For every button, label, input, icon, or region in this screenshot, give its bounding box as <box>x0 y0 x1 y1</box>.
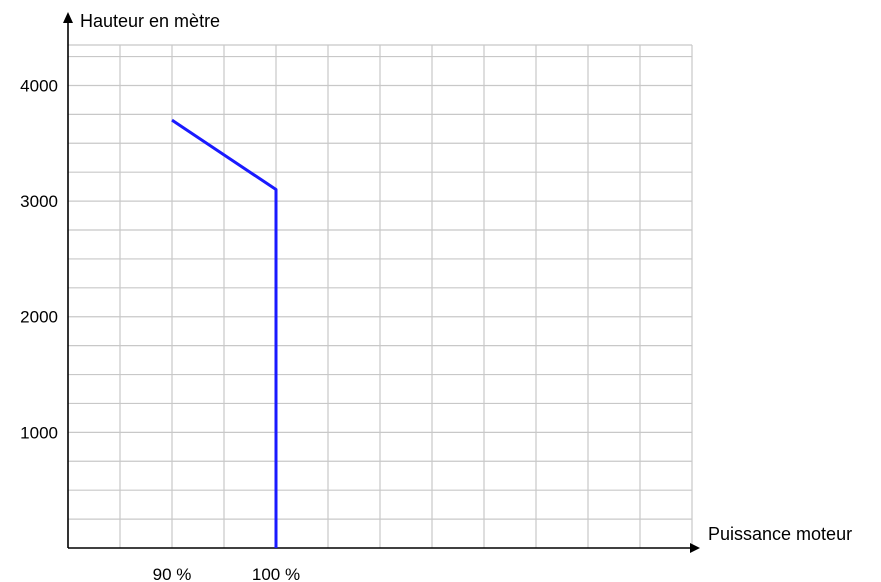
x-tick-labels: 90 % 100 % <box>153 565 300 582</box>
y-tick-label: 3000 <box>20 192 58 211</box>
grid <box>68 44 693 548</box>
x-tick-label: 100 % <box>252 565 300 582</box>
y-axis-title: Hauteur en mètre <box>80 11 220 31</box>
y-tick-label: 1000 <box>20 423 58 442</box>
series-line <box>171 118 278 548</box>
y-tick-label: 4000 <box>20 76 58 95</box>
y-axis-arrow <box>63 12 73 23</box>
series-group <box>171 118 278 548</box>
x-axis-arrow <box>690 543 700 553</box>
y-tick-label: 2000 <box>20 308 58 327</box>
x-axis-title: Puissance moteur <box>708 524 852 544</box>
x-tick-label: 90 % <box>153 565 192 582</box>
axes <box>63 12 700 553</box>
y-tick-labels: 1000 2000 3000 4000 <box>20 76 58 442</box>
